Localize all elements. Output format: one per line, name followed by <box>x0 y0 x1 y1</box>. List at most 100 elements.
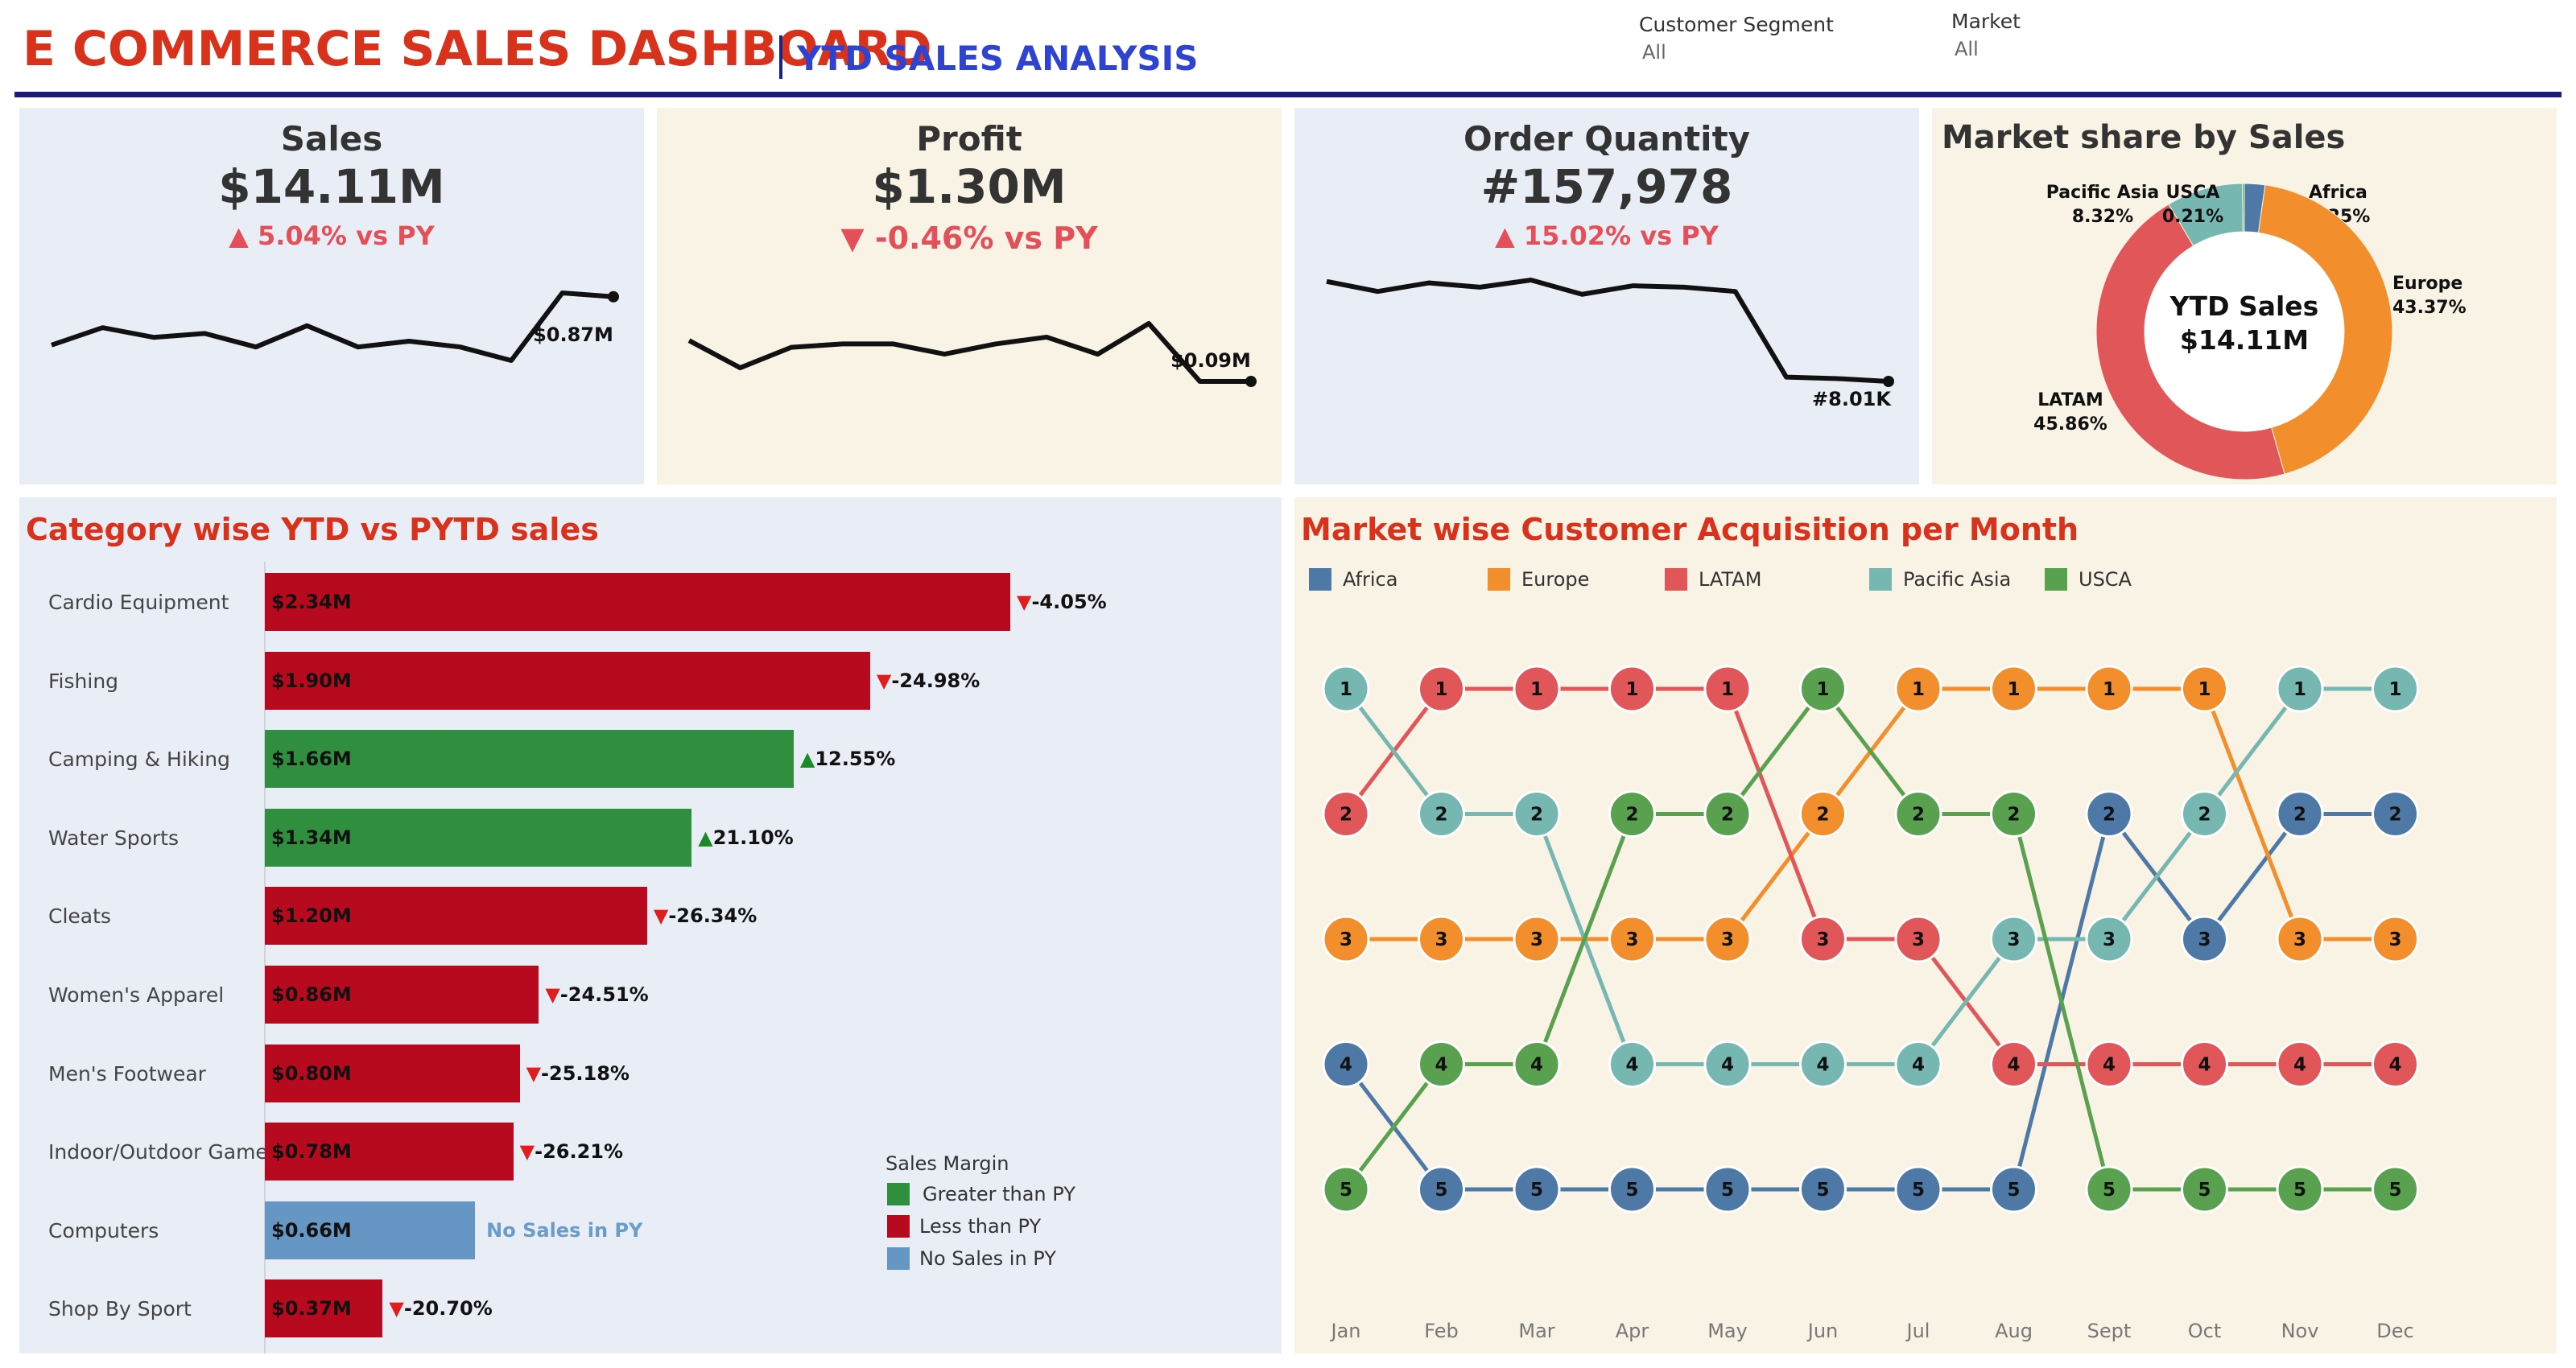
rank-marker[interactable] <box>2085 1165 2133 1213</box>
legend-swatch-usca[interactable] <box>2045 568 2067 591</box>
sparkline-end-point <box>1245 376 1257 387</box>
category-bar[interactable]: $0.80M <box>265 1044 520 1102</box>
rank-marker[interactable] <box>1703 665 1752 713</box>
category-label: Cardio Equipment <box>48 591 229 614</box>
rank-marker[interactable] <box>1513 1165 1561 1213</box>
rank-marker[interactable] <box>1513 665 1561 713</box>
donut-slice-usca[interactable] <box>2242 183 2245 233</box>
rank-marker[interactable] <box>1894 790 1942 838</box>
legend-swatch-pacific-asia[interactable] <box>1869 568 1892 591</box>
rank-marker[interactable] <box>1990 1165 2037 1213</box>
rank-marker[interactable] <box>1418 1040 1465 1088</box>
rank-marker[interactable] <box>1703 790 1752 838</box>
category-bar[interactable]: $1.20M <box>265 887 647 946</box>
legend-label[interactable]: Africa <box>1343 568 1398 591</box>
filter-customer-segment[interactable]: Customer Segment All <box>1639 13 1913 69</box>
rank-marker[interactable] <box>2085 665 2133 713</box>
category-bar[interactable]: $0.86M <box>265 966 539 1024</box>
rank-marker[interactable] <box>1894 665 1942 713</box>
rank-marker[interactable] <box>2276 665 2324 713</box>
legend-label[interactable]: Pacific Asia <box>1903 568 2012 591</box>
category-bar[interactable]: $0.66M <box>265 1201 476 1259</box>
rank-marker[interactable] <box>1608 1165 1656 1213</box>
category-bar[interactable]: $1.90M <box>265 651 870 710</box>
category-bar[interactable]: $0.78M <box>265 1123 514 1181</box>
rank-label: 2 <box>1721 805 1734 826</box>
rank-marker[interactable] <box>1513 790 1561 838</box>
sparkline-end-point <box>1883 376 1894 387</box>
rank-marker[interactable] <box>2085 1040 2133 1088</box>
rank-marker[interactable] <box>1990 1040 2037 1088</box>
rank-label: 4 <box>1340 1055 1352 1076</box>
rank-label: 3 <box>2293 929 2306 950</box>
x-tick-label: Feb <box>1424 1320 1459 1342</box>
legend-swatch-africa[interactable] <box>1309 568 1331 591</box>
rank-marker[interactable] <box>1799 1040 1847 1088</box>
rank-label: 2 <box>1912 805 1925 826</box>
filter-market[interactable]: Market All <box>1951 10 2193 66</box>
rank-marker[interactable] <box>2085 790 2133 838</box>
series-line-pacific-asia <box>1344 686 2396 1066</box>
rank-marker[interactable] <box>2085 915 2133 963</box>
rank-marker[interactable] <box>1608 1040 1656 1088</box>
rank-marker[interactable] <box>1418 790 1465 838</box>
filter-value[interactable]: All <box>1955 38 1979 60</box>
rank-marker[interactable] <box>1322 1165 1370 1213</box>
rank-marker[interactable] <box>1418 1165 1465 1213</box>
rank-marker[interactable] <box>1418 915 1465 963</box>
rank-marker[interactable] <box>1990 665 2037 713</box>
rank-marker[interactable] <box>2181 915 2228 963</box>
rank-marker[interactable] <box>1703 1165 1752 1213</box>
filter-value[interactable]: All <box>1642 41 1666 64</box>
rank-marker[interactable] <box>2372 1165 2419 1213</box>
rank-marker[interactable] <box>1322 665 1370 713</box>
rank-marker[interactable] <box>2181 665 2228 713</box>
rank-marker[interactable] <box>1608 790 1656 838</box>
legend-swatch-latam[interactable] <box>1665 568 1687 591</box>
rank-marker[interactable] <box>2372 790 2419 838</box>
rank-marker[interactable] <box>1703 915 1752 963</box>
kpi-title: Order Quantity <box>1463 119 1751 159</box>
rank-marker[interactable] <box>1799 915 1847 963</box>
rank-marker[interactable] <box>2181 1040 2228 1088</box>
rank-marker[interactable] <box>1608 665 1656 713</box>
category-bar[interactable]: $2.34M <box>265 573 1010 631</box>
rank-marker[interactable] <box>1799 665 1847 713</box>
legend-label[interactable]: USCA <box>2079 568 2132 591</box>
rank-marker[interactable] <box>2276 915 2324 963</box>
rank-marker[interactable] <box>2181 1165 2228 1213</box>
rank-marker[interactable] <box>2276 790 2324 838</box>
rank-marker[interactable] <box>1513 915 1561 963</box>
legend-label[interactable]: Europe <box>1521 568 1590 591</box>
rank-marker[interactable] <box>1799 790 1847 838</box>
rank-marker[interactable] <box>1322 915 1370 963</box>
legend-swatch-europe[interactable] <box>1488 568 1510 591</box>
rank-marker[interactable] <box>2181 790 2228 838</box>
category-bar[interactable]: $1.34M <box>265 808 692 867</box>
rank-marker[interactable] <box>1703 1040 1752 1088</box>
rank-marker[interactable] <box>1322 1040 1370 1088</box>
rank-label: 4 <box>1435 1055 1447 1076</box>
rank-marker[interactable] <box>2276 1165 2324 1213</box>
rank-marker[interactable] <box>1418 665 1465 713</box>
rank-marker[interactable] <box>1990 915 2037 963</box>
rank-marker[interactable] <box>1894 1040 1942 1088</box>
series-line-africa <box>1344 809 2396 1192</box>
rank-marker[interactable] <box>2276 1040 2324 1088</box>
rank-label: 1 <box>1912 679 1925 700</box>
category-bar[interactable]: $1.66M <box>265 730 794 789</box>
rank-marker[interactable] <box>1894 1165 1942 1213</box>
rank-marker[interactable] <box>2372 915 2419 963</box>
rank-marker[interactable] <box>1799 1165 1847 1213</box>
rank-marker[interactable] <box>1990 790 2037 838</box>
rank-marker[interactable] <box>1894 915 1942 963</box>
x-tick-label: Nov <box>2281 1320 2319 1342</box>
rank-label: 1 <box>2103 679 2116 700</box>
rank-marker[interactable] <box>1608 915 1656 963</box>
category-bar[interactable]: $0.37M <box>265 1279 383 1338</box>
rank-marker[interactable] <box>2372 665 2419 713</box>
rank-marker[interactable] <box>1322 790 1370 838</box>
rank-marker[interactable] <box>1513 1040 1561 1088</box>
legend-label[interactable]: LATAM <box>1699 568 1762 591</box>
rank-marker[interactable] <box>2372 1040 2419 1088</box>
